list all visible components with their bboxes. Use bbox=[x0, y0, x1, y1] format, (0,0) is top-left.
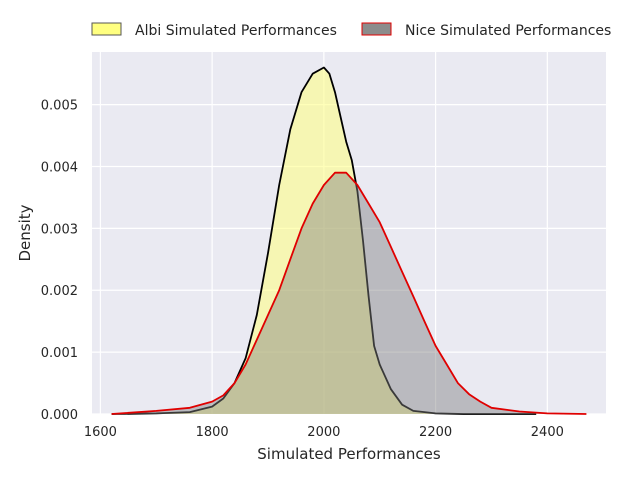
y-tick-label: 0.004 bbox=[41, 160, 78, 175]
y-tick-label: 0.005 bbox=[41, 99, 78, 114]
x-tick-label: 1800 bbox=[196, 425, 229, 440]
y-axis-label: Density bbox=[16, 204, 34, 261]
series-area-2 bbox=[111, 172, 587, 414]
y-tick-labels: 0.000 0.001 0.002 0.003 0.004 0.005 bbox=[41, 99, 78, 423]
legend-swatch-2 bbox=[361, 22, 392, 36]
y-tick-label: 0.001 bbox=[41, 346, 78, 361]
x-axis-label: Simulated Performances bbox=[257, 445, 441, 463]
y-tick-label: 0.003 bbox=[41, 222, 78, 237]
x-tick-label: 1600 bbox=[84, 425, 117, 440]
series-line-2 bbox=[111, 171, 587, 415]
x-tick-label: 2400 bbox=[531, 425, 564, 440]
x-tick-label: 2000 bbox=[307, 425, 340, 440]
legend: Albi Simulated Performances Nice Simulate… bbox=[91, 22, 611, 39]
density-areas bbox=[111, 66, 587, 415]
legend-swatch-1 bbox=[91, 22, 122, 36]
x-tick-label: 2200 bbox=[419, 425, 452, 440]
series-area-1 bbox=[111, 67, 537, 414]
x-tick-labels: 1600 1800 2000 2200 2400 bbox=[84, 425, 564, 440]
y-tick-label: 0.000 bbox=[41, 408, 78, 423]
legend-label-2: Nice Simulated Performances bbox=[405, 23, 611, 39]
legend-label-1: Albi Simulated Performances bbox=[135, 23, 337, 39]
y-tick-label: 0.002 bbox=[41, 284, 78, 299]
